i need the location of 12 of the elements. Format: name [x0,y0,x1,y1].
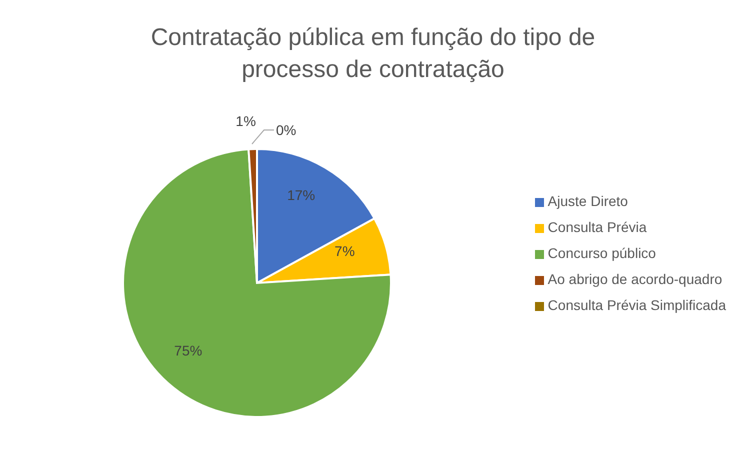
data-label: 1% [236,113,256,130]
data-label: 17% [287,186,316,203]
text: 0% [276,122,296,138]
legend-label: Consulta Prévia [548,219,647,235]
pie-slice [122,148,392,418]
legend-label: Ao abrigo de acordo-quadro [548,271,722,287]
legend-label: Consulta Prévia Simplificada [548,297,726,313]
chart-title: Contratação pública em função do tipo de processo de contratação [150,23,596,85]
data-label: 7% [334,243,355,260]
legend-label: Concurso público [548,245,656,261]
legend-label: Ajuste Direto [548,193,628,209]
data-label: 75% [174,342,202,358]
